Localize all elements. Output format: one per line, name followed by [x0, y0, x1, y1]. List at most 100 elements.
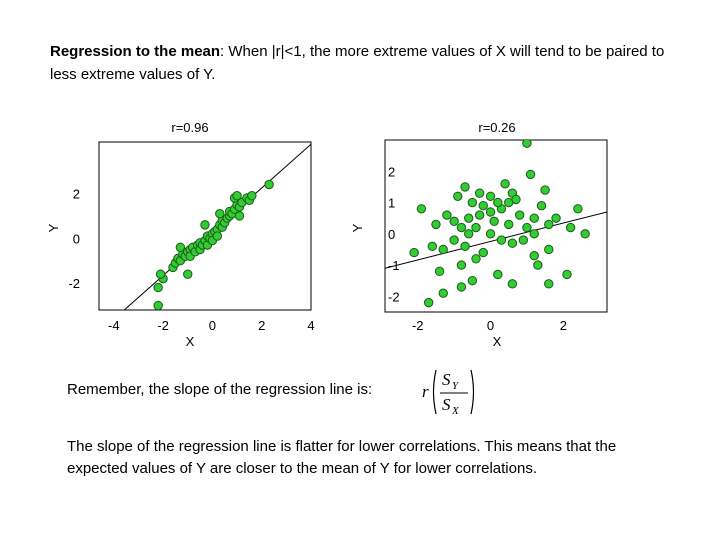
data-point — [471, 222, 481, 233]
y-axis-label: Y — [46, 223, 61, 232]
data-point — [153, 300, 163, 310]
y-tick-label: 1 — [388, 196, 395, 211]
x-tick-label: 0 — [487, 318, 494, 333]
formula-denominator-sub: X — [451, 405, 460, 417]
y-axis-label: Y — [350, 223, 365, 232]
data-point — [507, 279, 518, 289]
data-point — [427, 241, 438, 252]
formula-left-paren — [432, 369, 437, 415]
data-point — [518, 235, 528, 245]
data-point — [453, 191, 463, 201]
data-point — [522, 222, 532, 233]
data-point — [529, 213, 539, 223]
x-tick-label: 2 — [560, 318, 567, 333]
data-point — [467, 276, 478, 286]
data-point — [485, 207, 496, 217]
y-tick-label: -2 — [388, 289, 400, 304]
data-point — [423, 297, 434, 308]
x-tick-label: -2 — [157, 318, 169, 333]
plot-title: r=0.26 — [478, 120, 515, 135]
data-point — [544, 279, 554, 289]
formula-r: r — [422, 382, 429, 401]
y-tick-label: 0 — [388, 227, 395, 242]
data-point — [464, 229, 474, 239]
data-point — [264, 179, 274, 190]
plot-area — [123, 143, 311, 310]
data-point — [438, 244, 448, 255]
data-point — [431, 219, 441, 230]
data-point — [215, 208, 225, 219]
data-point — [438, 288, 448, 298]
x-tick-label: -4 — [108, 318, 120, 333]
data-point — [153, 282, 163, 293]
data-point — [449, 235, 459, 245]
data-point — [467, 197, 478, 208]
data-point — [507, 238, 518, 248]
data-point — [514, 210, 525, 220]
x-tick-label: -2 — [412, 318, 424, 333]
data-point — [449, 216, 459, 227]
data-point — [493, 269, 503, 280]
x-axis-label: X — [493, 334, 502, 349]
data-point — [522, 140, 532, 148]
heading-rest: : When |r|<1, the more extreme values of… — [50, 43, 665, 83]
data-point — [504, 219, 514, 230]
data-point — [212, 231, 223, 241]
data-point — [474, 210, 485, 220]
data-point — [460, 241, 470, 252]
data-point — [247, 191, 257, 201]
heading-bold: Regression to the mean — [50, 43, 221, 60]
data-point — [573, 204, 583, 214]
data-point — [496, 235, 507, 245]
data-point — [474, 188, 485, 198]
data-point — [544, 244, 554, 255]
data-point — [540, 185, 550, 195]
y-tick-label: 2 — [73, 187, 80, 202]
data-point — [565, 222, 576, 233]
data-point — [551, 213, 561, 223]
data-point — [234, 211, 245, 221]
formula-numerator-sub: Y — [452, 380, 460, 392]
y-tick-label: -2 — [68, 276, 80, 291]
data-point — [580, 229, 590, 239]
slide-heading: Regression to the mean: When |r|<1, the … — [50, 40, 670, 86]
data-point — [533, 260, 543, 270]
data-point — [409, 247, 419, 258]
x-tick-label: 0 — [209, 318, 216, 333]
data-point — [485, 229, 496, 239]
slope-note: Remember, the slope of the regression li… — [67, 381, 373, 398]
data-point — [460, 182, 470, 192]
data-point — [416, 204, 427, 214]
data-point — [456, 282, 467, 292]
data-point — [478, 247, 488, 258]
data-point — [471, 254, 481, 264]
data-point — [232, 191, 242, 201]
formula-right-paren — [470, 369, 475, 415]
data-point — [485, 191, 496, 201]
data-point — [456, 260, 467, 270]
y-tick-label: 0 — [73, 231, 80, 246]
data-point — [489, 216, 499, 227]
data-point — [525, 169, 536, 180]
formula-numerator: S — [442, 370, 451, 389]
data-point — [544, 219, 554, 230]
data-point — [536, 200, 547, 211]
data-point — [442, 210, 452, 220]
data-point — [500, 179, 510, 189]
data-point — [478, 200, 488, 211]
scatter-plot-low-r: -2 0 2 -2 -1 0 1 2 r=0.26 X Y — [350, 120, 608, 349]
formula-denominator: S — [442, 395, 451, 414]
y-tick-label: 2 — [388, 164, 395, 179]
data-point — [464, 213, 474, 223]
data-point — [434, 266, 445, 277]
x-axis-label: X — [186, 334, 195, 349]
scatter-plot-high-r: -4 -2 0 2 4 -2 0 2 r=0.96 X Y — [46, 120, 315, 349]
data-point — [529, 229, 539, 239]
plot-area — [385, 140, 607, 308]
data-point — [493, 197, 503, 208]
conclusion-text: The slope of the regression line is flat… — [67, 438, 617, 477]
x-tick-label: 2 — [258, 318, 265, 333]
plot-title: r=0.96 — [171, 120, 208, 135]
data-point — [175, 242, 186, 252]
